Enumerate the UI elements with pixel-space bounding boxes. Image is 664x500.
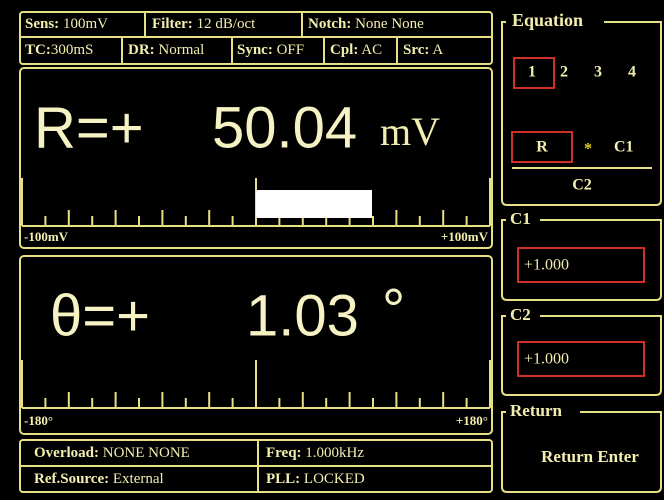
scale-max: +100mV — [441, 229, 489, 244]
svg-text:Overload: NONE NONE: Overload: NONE NONE — [34, 445, 190, 461]
scale-min: -180° — [24, 413, 53, 428]
label: Freq: — [266, 445, 302, 461]
value: AC — [361, 42, 382, 58]
value: 1.000kHz — [305, 445, 364, 461]
scale-min: -100mV — [24, 229, 69, 244]
panel-title: C2 — [510, 305, 531, 324]
input-value[interactable]: +1.000 — [524, 351, 569, 368]
input-box[interactable] — [517, 341, 645, 377]
term[interactable]: C1 — [614, 139, 634, 156]
svg-text:PLL: LOCKED: PLL: LOCKED — [266, 471, 365, 487]
term[interactable]: C2 — [572, 177, 592, 194]
theta-unit: ° — [382, 277, 405, 342]
c1-panel — [501, 219, 662, 301]
term[interactable]: R — [536, 139, 548, 156]
value: A — [432, 42, 443, 58]
r-symbol: R=+ — [34, 95, 144, 160]
value: None None — [355, 16, 424, 32]
svg-text:Cpl: AC: Cpl: AC — [330, 42, 382, 58]
r-panel — [19, 67, 493, 249]
value: OFF — [277, 42, 305, 58]
svg-text:Ref.Source: External: Ref.Source: External — [34, 471, 164, 487]
return-panel — [501, 411, 662, 493]
value: Normal — [158, 42, 204, 58]
svg-text:DR: Normal: DR: Normal — [128, 42, 204, 58]
c2-panel — [501, 315, 662, 396]
input-box[interactable] — [517, 247, 645, 283]
selected-box — [511, 131, 573, 163]
label: PLL: — [266, 471, 300, 487]
label: Cpl: — [330, 42, 358, 58]
label: Src: — [403, 42, 429, 58]
option[interactable]: 1 — [528, 64, 536, 81]
svg-text:Src: A: Src: A — [403, 42, 443, 58]
panel-title: C1 — [510, 209, 531, 228]
label: DR: — [128, 42, 155, 58]
svg-text:Filter: 12 dB/oct: Filter: 12 dB/oct — [152, 16, 256, 32]
panel-title: Equation — [512, 10, 583, 30]
label: Filter: — [152, 16, 193, 32]
r-unit: mV — [380, 109, 440, 154]
svg-text:Notch: None None: Notch: None None — [308, 16, 424, 32]
value: 300mS — [51, 42, 94, 58]
label: Notch: — [308, 16, 351, 32]
label: Ref.Source: — [34, 471, 109, 487]
r-value: 50.04 — [212, 95, 357, 160]
r-bar — [256, 190, 372, 218]
label: TC: — [25, 42, 51, 58]
value: LOCKED — [304, 471, 365, 487]
theta-symbol: θ=+ — [50, 283, 150, 348]
value: NONE NONE — [103, 445, 190, 461]
option[interactable]: 4 — [628, 64, 636, 81]
svg-text:Sens: 100mV: Sens: 100mV — [25, 16, 108, 32]
label: Sens: — [25, 16, 59, 32]
input-value[interactable]: +1.000 — [524, 257, 569, 274]
svg-text:Sync: OFF: Sync: OFF — [237, 42, 304, 58]
panel-title: Return — [510, 401, 562, 420]
label: Overload: — [34, 445, 99, 461]
return-button[interactable]: Return Enter — [541, 447, 639, 466]
scale-max: +180° — [456, 413, 488, 428]
label: Sync: — [237, 42, 273, 58]
option[interactable]: 3 — [594, 64, 602, 81]
selected-box — [513, 57, 555, 89]
operator: * — [584, 141, 592, 158]
svg-text:TC:300mS: TC:300mS — [25, 42, 93, 58]
option[interactable]: 2 — [560, 64, 568, 81]
equation-panel — [501, 21, 662, 206]
svg-text:Freq: 1.000kHz: Freq: 1.000kHz — [266, 445, 364, 461]
value: 100mV — [63, 16, 108, 32]
value: 12 dB/oct — [197, 16, 257, 32]
theta-panel — [19, 255, 493, 435]
theta-value: 1.03 — [246, 283, 359, 348]
value: External — [113, 471, 164, 487]
